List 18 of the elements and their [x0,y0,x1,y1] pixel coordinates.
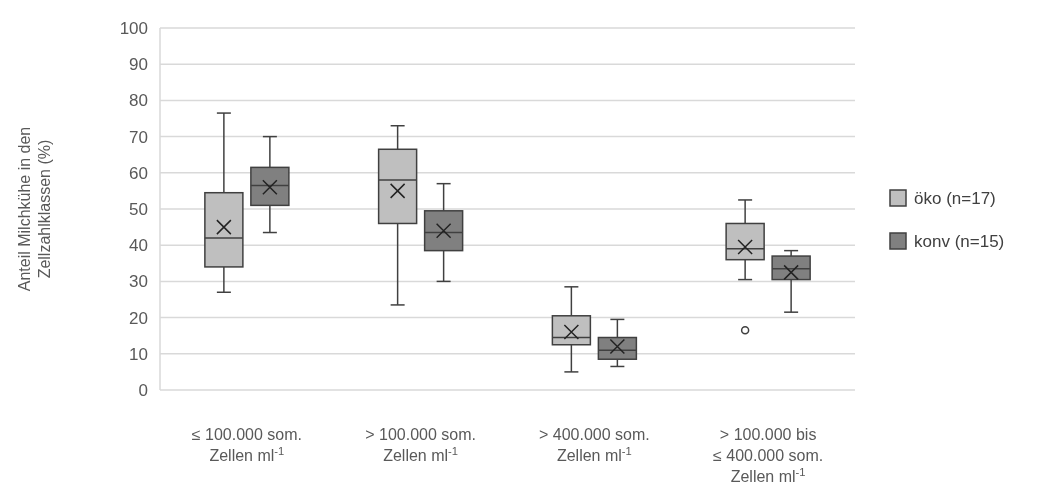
y-tick-label: 70 [129,127,148,147]
y-tick-label: 40 [129,236,148,256]
y-tick-label: 90 [129,55,148,75]
y-tick-label: 60 [129,163,148,183]
y-tick-label: 100 [119,18,148,38]
x-tick-label: ≤ 100.000 som. Zellen ml$^{-1}$ [191,426,302,464]
y-tick-label: 50 [129,199,148,219]
legend-label: konv (n=15) [914,231,1005,251]
x-tick-label: > 400.000 som. Zellen ml$^{-1}$ [539,426,650,464]
x-tick-label: > 100.000 bis ≤ 400.000 som. Zellen ml$^{-1}$ [713,426,824,485]
y-axis-title: Anteil Milchkühe in den Zellzahlklassen (%) [16,126,53,292]
x-tick-label: > 100.000 som. Zellen ml$^{-1}$ [365,426,476,464]
legend-label: öko (n=17) [914,188,996,208]
y-tick-label: 20 [129,308,148,328]
y-tick-label: 30 [129,272,148,292]
y-tick-label: 10 [129,344,148,364]
y-tick-label: 0 [138,380,148,400]
y-tick-label: 80 [129,91,148,111]
